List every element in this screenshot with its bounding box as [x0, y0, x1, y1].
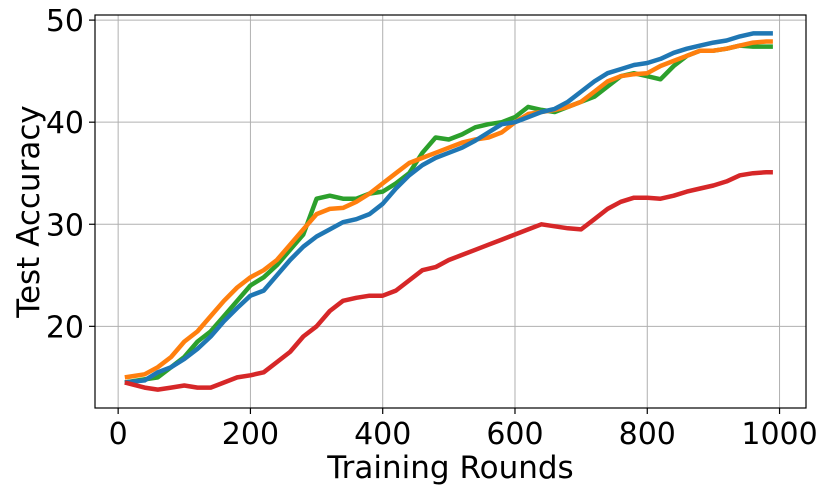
x-axis-ticks: 0 200 400 600 800 1000: [109, 408, 818, 452]
x-tick-label: 0: [109, 417, 128, 452]
x-tick-label: 1000: [741, 417, 817, 452]
series-line-3: [124, 31, 773, 385]
grid: [95, 15, 806, 408]
y-axis-ticks: 20 30 40 50: [46, 4, 95, 345]
y-tick-label: 50: [46, 4, 84, 39]
series-line-2: [124, 39, 773, 380]
y-tick-label: 30: [46, 208, 84, 243]
series-line-1: [124, 43, 773, 385]
x-tick-label: 200: [222, 417, 279, 452]
y-tick-label: 40: [46, 106, 84, 141]
x-axis-label: Training Rounds: [326, 450, 573, 486]
y-tick-label: 20: [46, 310, 84, 345]
x-tick-label: 600: [486, 417, 543, 452]
plot-frame: [94, 14, 807, 409]
plot-lines: [124, 31, 773, 392]
series-line-4: [124, 169, 773, 392]
y-axis-label: Test Accuracy: [11, 105, 47, 318]
x-tick-label: 400: [354, 417, 411, 452]
x-tick-label: 800: [619, 417, 676, 452]
